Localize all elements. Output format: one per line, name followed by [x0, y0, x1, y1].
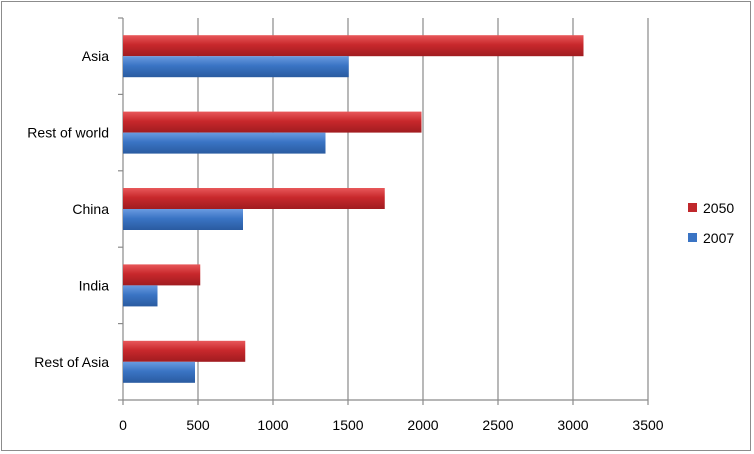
- bar-2007-china: [123, 209, 243, 230]
- legend-swatch-2050: [688, 203, 697, 212]
- bar-2050-china: [123, 188, 385, 209]
- x-tick-label: 2500: [482, 417, 513, 433]
- x-tick-label: 3500: [632, 417, 663, 433]
- x-tick-label: 1500: [332, 417, 363, 433]
- legend-label: 2050: [703, 200, 734, 216]
- x-tick-label: 2000: [407, 417, 438, 433]
- y-category-label: Asia: [82, 48, 109, 64]
- bar-2050-rest-of-asia: [123, 340, 246, 362]
- legend-swatch-2007: [688, 233, 697, 242]
- x-tick-label: 3000: [557, 417, 588, 433]
- x-tick-label: 0: [119, 417, 127, 433]
- bar-2007-rest-of-asia: [123, 361, 195, 383]
- y-category-label: India: [79, 277, 110, 293]
- x-tick-label: 1000: [257, 417, 288, 433]
- y-category-label: China: [72, 201, 109, 217]
- y-category-label: Rest of Asia: [34, 354, 109, 370]
- gridlines: [197, 18, 649, 400]
- bar-2050-asia: [123, 35, 584, 57]
- bar-2007-rest-of-world: [123, 132, 326, 154]
- tick-labels: 0 500 1000 1500 2000 2500 3000 3500 Asia Rest of …: [27, 48, 663, 433]
- bar-2007-asia: [123, 56, 349, 78]
- legend-label: 2007: [703, 230, 734, 246]
- bar-2050-rest-of-world: [123, 111, 422, 133]
- y-category-label: Rest of world: [27, 125, 109, 141]
- bar-2007-india: [123, 285, 158, 307]
- bars: [123, 35, 584, 383]
- x-tick-label: 500: [186, 417, 210, 433]
- bar-2050-india: [123, 264, 201, 286]
- legend: 2050 2007: [688, 200, 734, 246]
